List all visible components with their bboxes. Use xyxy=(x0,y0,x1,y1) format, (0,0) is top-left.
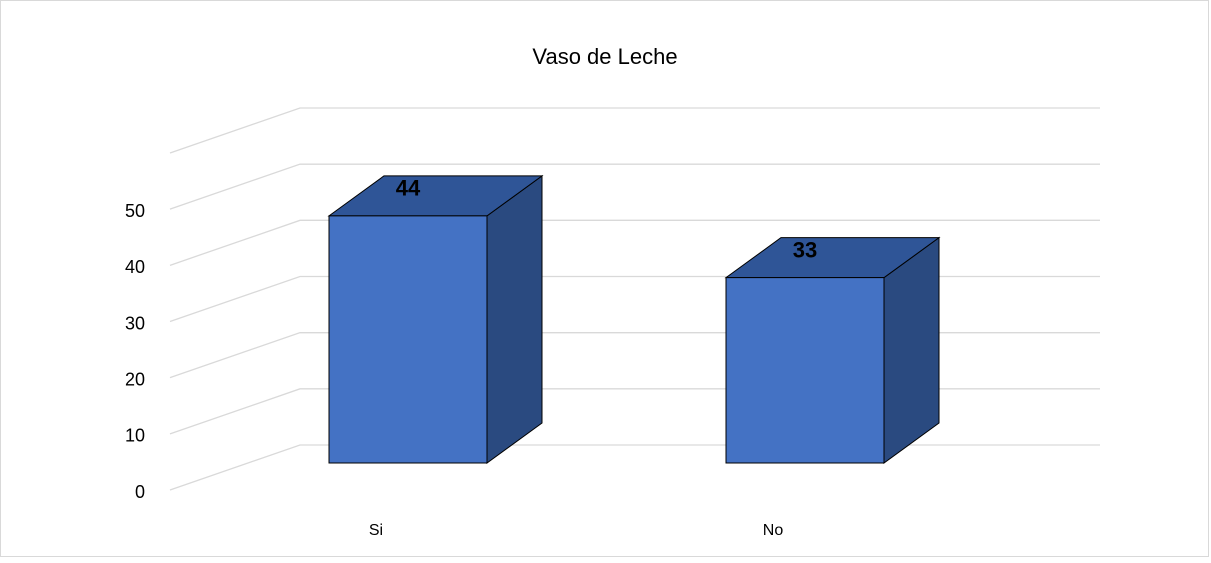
grid-line xyxy=(169,163,1100,210)
y-tick-label: 30 xyxy=(125,313,145,333)
bar-front xyxy=(328,215,488,464)
y-tick-label: 0 xyxy=(135,482,145,502)
y-tick-label: 10 xyxy=(125,426,145,446)
y-tick-label: 40 xyxy=(125,257,145,277)
x-tick-label: Si xyxy=(369,522,383,539)
x-tick-label: No xyxy=(763,522,784,539)
chart-title: Vaso de Leche xyxy=(532,44,677,69)
bar-front xyxy=(725,277,885,464)
data-label: 44 xyxy=(396,176,421,201)
bar xyxy=(327,174,544,464)
grid-line xyxy=(169,219,1100,266)
y-tick-label: 50 xyxy=(125,201,145,221)
grid-line xyxy=(169,107,1100,154)
data-label: 33 xyxy=(793,237,817,262)
bar xyxy=(724,236,941,464)
y-tick-label: 20 xyxy=(125,369,145,389)
bar-side xyxy=(486,174,543,464)
